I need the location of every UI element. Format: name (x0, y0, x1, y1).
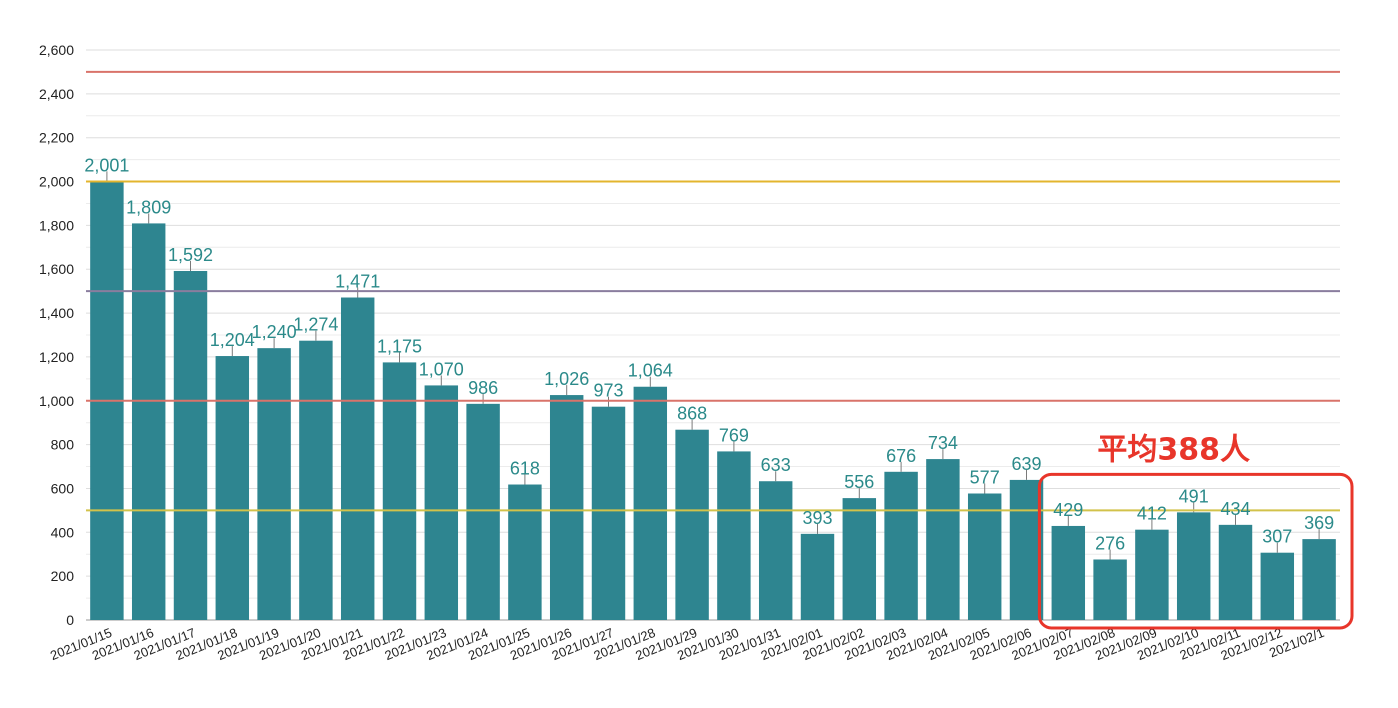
data-label: 412 (1137, 504, 1167, 524)
data-label: 868 (677, 404, 707, 424)
data-label: 1,175 (377, 336, 422, 356)
y-tick-label: 1,400 (39, 305, 74, 321)
bar (340, 297, 375, 620)
data-label: 633 (761, 455, 791, 475)
data-label: 986 (468, 378, 498, 398)
bar (717, 451, 751, 620)
bar (131, 223, 166, 620)
data-label: 1,471 (335, 272, 380, 292)
x-axis: 2021/01/152021/01/162021/01/172021/01/18… (48, 625, 1326, 663)
y-tick-label: 600 (51, 480, 75, 496)
data-label: 429 (1053, 500, 1083, 520)
data-label: 769 (719, 425, 749, 445)
y-axis: 0 200 400 600 800 1,000 1,200 1,400 1,600 1,800 2,… (39, 42, 74, 628)
y-tick-label: 1,200 (39, 349, 74, 365)
bar (800, 533, 835, 620)
data-label: 1,592 (168, 245, 213, 265)
data-label: 639 (1011, 454, 1041, 474)
data-label: 734 (928, 433, 958, 453)
data-label: 618 (510, 459, 540, 479)
bar (1260, 552, 1295, 620)
bar (842, 498, 877, 620)
data-label: 1,240 (252, 322, 297, 342)
bar (633, 386, 668, 620)
data-label: 1,064 (628, 361, 673, 381)
data-label: 1,204 (210, 330, 255, 350)
bar (1218, 524, 1253, 620)
bar (675, 429, 709, 620)
data-label: 556 (844, 472, 874, 492)
bar (884, 471, 918, 620)
bar (549, 395, 584, 620)
bar (1051, 525, 1086, 620)
average-label: 平均388人 (1097, 432, 1250, 467)
data-label: 393 (802, 508, 832, 528)
bar (591, 406, 626, 620)
bar (173, 270, 208, 620)
y-tick-label: 1,600 (39, 261, 74, 277)
bar (758, 481, 793, 620)
data-label: 577 (970, 468, 1000, 488)
data-label: 1,274 (293, 315, 338, 335)
data-label: 307 (1262, 527, 1292, 547)
y-tick-label: 1,000 (39, 393, 74, 409)
bar (1176, 512, 1211, 620)
highlight-group: 平均388人 (1037, 432, 1354, 630)
y-tick-label: 2,000 (39, 174, 74, 190)
bar (1009, 479, 1044, 620)
y-tick-label: 400 (51, 524, 75, 540)
bar (215, 356, 250, 620)
y-tick-label: 0 (66, 612, 74, 628)
bar (967, 493, 1002, 620)
y-tick-label: 200 (51, 568, 75, 584)
data-label: 973 (593, 381, 623, 401)
data-label: 491 (1179, 486, 1209, 506)
y-tick-label: 2,200 (39, 130, 74, 146)
y-tick-label: 1,800 (39, 217, 74, 233)
bar (257, 348, 291, 620)
bar (1093, 559, 1127, 620)
data-label: 1,809 (126, 197, 171, 217)
data-label: 434 (1220, 499, 1250, 519)
reference-lines (86, 70, 1340, 512)
bar (508, 484, 542, 620)
highlight-box (1037, 472, 1354, 630)
bar (424, 385, 459, 620)
bar (466, 403, 500, 620)
bar (926, 459, 960, 620)
y-tick-label: 2,400 (39, 86, 74, 102)
data-label: 1,070 (419, 359, 464, 379)
y-tick-label: 800 (51, 437, 75, 453)
data-label: 369 (1304, 513, 1334, 533)
data-label: 676 (886, 446, 916, 466)
bar (1302, 539, 1336, 620)
data-label: 1,026 (544, 369, 589, 389)
data-label: 276 (1095, 533, 1125, 553)
bar (299, 340, 333, 620)
bar (1135, 529, 1169, 620)
y-tick-label: 2,600 (39, 42, 74, 58)
bar (382, 362, 417, 620)
data-label: 2,001 (84, 155, 129, 175)
bars (90, 171, 1336, 621)
